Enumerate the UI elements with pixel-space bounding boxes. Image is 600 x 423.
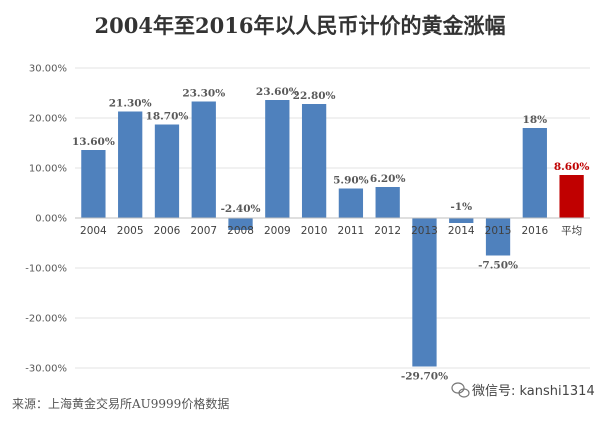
y-tick-label: 10.00% xyxy=(29,164,67,175)
x-tick-label: 2016 xyxy=(521,225,548,237)
x-tick-label: 2004 xyxy=(80,225,107,237)
bar-2014 xyxy=(449,218,474,223)
data-label: -29.70% xyxy=(401,371,448,383)
y-tick-label: -30.00% xyxy=(25,364,67,375)
x-tick-label: 2007 xyxy=(190,225,217,237)
bar-2012 xyxy=(375,187,400,218)
y-tick-label: -10.00% xyxy=(25,264,67,275)
x-tick-label: 2006 xyxy=(154,225,181,237)
x-tick-label: 2008 xyxy=(227,225,254,237)
data-label: 23.30% xyxy=(182,88,225,100)
bar-2004 xyxy=(81,150,106,218)
bar-2011 xyxy=(338,188,364,218)
data-label: 5.90% xyxy=(333,175,369,187)
x-tick-label: 2012 xyxy=(374,225,401,237)
x-tick-label: 2010 xyxy=(301,225,328,237)
data-label: 22.80% xyxy=(293,90,336,102)
data-label: -2.40% xyxy=(221,203,261,215)
y-tick-label: 20.00% xyxy=(29,114,67,125)
data-label: 21.30% xyxy=(109,98,152,110)
bar-平均 xyxy=(559,175,584,218)
y-axis: 30.00% 20.00% 10.00% 0.00% -10.00% -20.00% -30… xyxy=(25,64,67,375)
wechat-icon xyxy=(451,382,470,398)
x-tick-label: 2009 xyxy=(264,225,291,237)
bar-2006 xyxy=(154,124,180,218)
y-tick-label: -20.00% xyxy=(25,314,67,325)
data-label: 23.60% xyxy=(256,86,299,98)
x-axis: 2004 2005 2006 2007 2008 2009 2010 2011 2012 2013… xyxy=(80,225,582,237)
bar-2016 xyxy=(522,128,547,218)
data-label: 18.70% xyxy=(146,111,189,123)
x-tick-label: 2015 xyxy=(485,225,512,237)
data-labels: 13.60% 21.30%18.70% 23.30% -2.40% 23.60%22.8… xyxy=(72,86,589,383)
bar-2007 xyxy=(191,101,216,218)
wechat-id: 微信号: kanshi1314 xyxy=(472,384,595,399)
x-tick-label: 2013 xyxy=(411,225,438,237)
x-tick-label: 2005 xyxy=(117,225,144,237)
x-tick-label: 平均 xyxy=(561,225,582,237)
x-tick-label: 2014 xyxy=(448,225,475,237)
wechat-watermark: 微信号: kanshi1314 xyxy=(451,382,595,399)
bar-2009 xyxy=(265,100,290,218)
data-label: 18% xyxy=(523,114,548,126)
data-label: 8.60% xyxy=(554,161,590,173)
data-label: 13.60% xyxy=(72,136,115,148)
bar-2008 xyxy=(228,218,253,230)
chart-title: 2004年至2016年以人民币计价的黄金涨幅 xyxy=(95,13,506,38)
data-label: -1% xyxy=(450,201,472,213)
bar-2005 xyxy=(118,111,143,218)
x-tick-label: 2011 xyxy=(338,225,365,237)
bar-2015 xyxy=(485,218,511,256)
source-note: 来源：上海黄金交易所AU9999价格数据 xyxy=(12,396,229,411)
bar-2010 xyxy=(301,104,327,218)
data-label: -7.50% xyxy=(478,260,518,272)
bars xyxy=(81,100,584,367)
bar-2013 xyxy=(412,218,437,367)
y-tick-label: 30.00% xyxy=(29,64,67,75)
y-tick-label: 0.00% xyxy=(35,214,67,225)
data-label: 6.20% xyxy=(370,173,406,185)
